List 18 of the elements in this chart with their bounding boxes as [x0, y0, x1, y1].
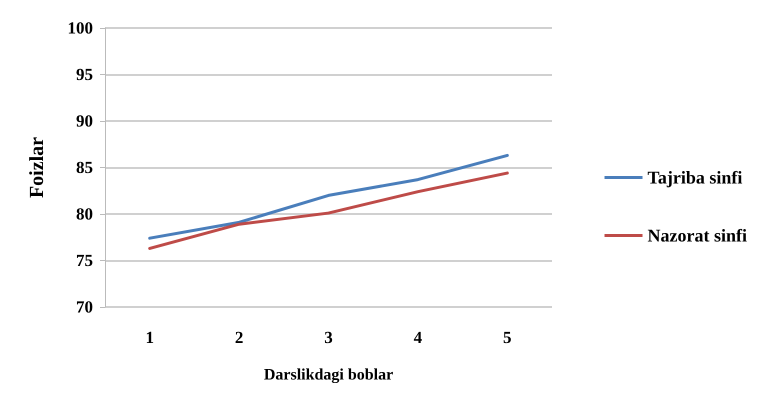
x-tick-label: 3 — [324, 328, 333, 347]
y-tick-label: 95 — [76, 65, 93, 84]
y-tick-label: 85 — [76, 158, 93, 177]
x-tick-label: 4 — [414, 328, 423, 347]
x-tick-label: 2 — [234, 328, 244, 347]
line-series — [148, 172, 509, 250]
y-tick-label: 75 — [76, 251, 93, 270]
y-tick-label: 80 — [76, 204, 93, 224]
y-tick-label: 100 — [68, 18, 93, 38]
legend-label: Nazorat sinfi — [648, 226, 747, 246]
y-tick-label: 90 — [76, 112, 93, 130]
x-axis-title: Darslikdagi boblar — [264, 366, 394, 384]
x-tick-label: 5 — [503, 328, 512, 347]
x-tick-label: 1 — [145, 328, 154, 347]
line-series — [148, 154, 509, 240]
legend-label: Tajriba sinfi — [648, 168, 742, 188]
y-axis-title: Foizlar — [26, 136, 48, 198]
y-tick-label: 70 — [76, 298, 93, 316]
